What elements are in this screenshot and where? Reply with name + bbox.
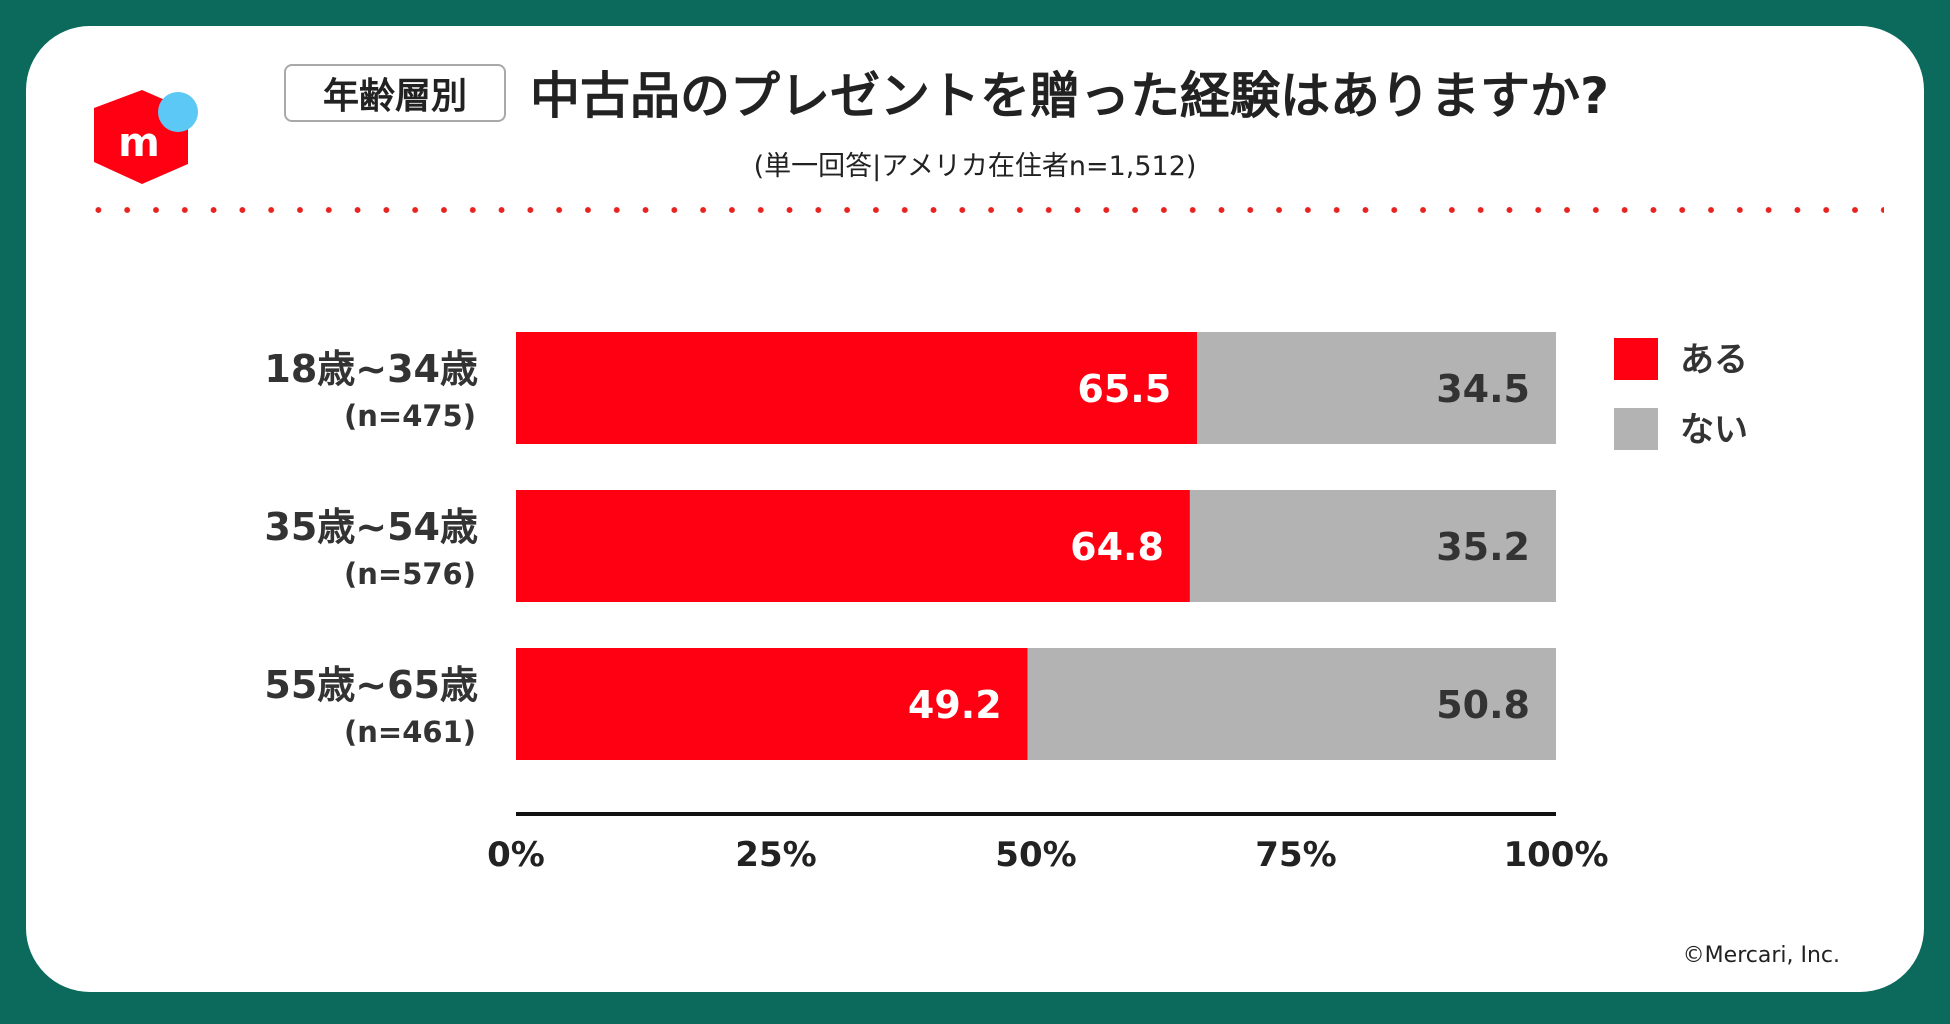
- category-sample-size: (n=475): [344, 399, 476, 433]
- category-label: 55歳~65歳: [264, 663, 478, 707]
- x-tick-label: 0%: [487, 835, 545, 875]
- data-label-yes: 64.8: [1070, 525, 1164, 569]
- data-label-yes: 49.2: [908, 683, 1002, 727]
- x-tick-label: 25%: [735, 835, 816, 875]
- category-sample-size: (n=576): [344, 557, 476, 591]
- data-label-no: 35.2: [1436, 525, 1530, 569]
- category-label: 35歳~54歳: [264, 505, 478, 549]
- category-sample-size: (n=461): [344, 715, 476, 749]
- data-label-no: 50.8: [1436, 683, 1530, 727]
- x-tick-label: 75%: [1255, 835, 1336, 875]
- chart-subtitle: (単一回答|アメリカ在住者n=1,512): [753, 151, 1197, 182]
- chart-card: m 年齢層別 中古品のプレゼントを贈った経験はありますか? (単一回答|アメリカ…: [26, 26, 1924, 992]
- bar-no: [1197, 332, 1556, 444]
- bar-yes: [516, 332, 1198, 444]
- bar-no: [1189, 490, 1556, 602]
- bar-yes: [516, 648, 1028, 760]
- legend-swatch: [1614, 408, 1658, 450]
- data-label-yes: 65.5: [1077, 367, 1171, 411]
- chart-title: 中古品のプレゼントを贈った経験はありますか?: [530, 67, 1610, 125]
- svg-text:m: m: [118, 120, 160, 166]
- segment-tag: 年齢層別: [284, 64, 506, 122]
- legend-swatch: [1614, 338, 1658, 380]
- legend-label: ない: [1680, 410, 1748, 450]
- legend-label: ある: [1680, 340, 1748, 380]
- x-tick-label: 50%: [995, 835, 1076, 875]
- dotted-divider: [84, 206, 1884, 214]
- x-tick-label: 100%: [1503, 835, 1608, 875]
- copyright-text: ©Mercari, Inc.: [1682, 943, 1840, 968]
- bar-yes: [516, 490, 1190, 602]
- bar-no: [1027, 648, 1556, 760]
- mercari-logo-icon: m: [94, 90, 198, 184]
- data-label-no: 34.5: [1436, 367, 1530, 411]
- category-label: 18歳~34歳: [264, 347, 478, 391]
